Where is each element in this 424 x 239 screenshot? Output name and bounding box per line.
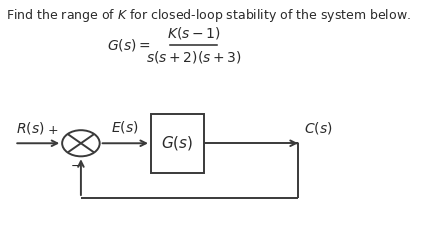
Text: $G(s)=$: $G(s)=$ (107, 37, 151, 53)
Text: $R(s)$: $R(s)$ (16, 120, 45, 136)
Text: $G(s)$: $G(s)$ (161, 134, 193, 152)
Bar (151, 114, 204, 173)
Text: Find the range of $K$ for closed-loop stability of the system below.: Find the range of $K$ for closed-loop st… (6, 7, 411, 24)
Text: $-$: $-$ (70, 159, 81, 172)
Text: $+$: $+$ (47, 124, 59, 137)
Text: $E(s)$: $E(s)$ (112, 119, 139, 135)
Text: $s(s+2)(s+3)$: $s(s+2)(s+3)$ (145, 49, 242, 65)
Text: $C(s)$: $C(s)$ (304, 120, 332, 136)
Text: $K(s-1)$: $K(s-1)$ (167, 25, 220, 41)
